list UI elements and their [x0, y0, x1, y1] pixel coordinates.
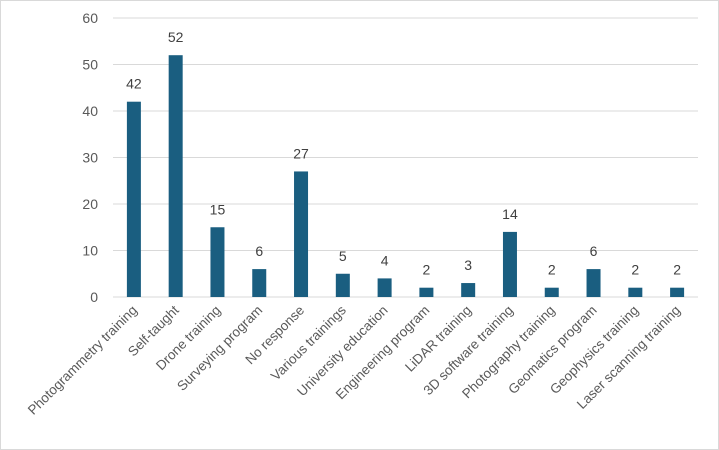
data-label-9: 3: [464, 257, 472, 273]
data-label-7: 4: [381, 252, 389, 268]
x-tick-label-6: Various trainings: [268, 302, 349, 383]
bar-11: [544, 287, 559, 297]
data-label-5: 27: [293, 145, 309, 161]
y-axis: 0 10 20 30 40 50 60: [82, 10, 98, 305]
data-label-4: 6: [255, 243, 263, 259]
y-tick-label-0: 0: [90, 289, 98, 305]
bar-4: [252, 269, 267, 297]
data-label-6: 5: [339, 248, 347, 264]
data-label-3: 15: [210, 201, 226, 217]
data-label-11: 2: [548, 262, 556, 278]
bars: [126, 55, 685, 298]
y-tick-label-60: 60: [82, 10, 98, 26]
bar-5: [294, 171, 309, 297]
bar-2: [168, 55, 183, 298]
bar-7: [377, 278, 392, 297]
data-label-14: 2: [673, 262, 681, 278]
bar-12: [586, 269, 601, 297]
y-tick-label-10: 10: [82, 243, 98, 259]
data-label-10: 14: [502, 206, 518, 222]
y-tick-label-40: 40: [82, 103, 98, 119]
bar-8: [419, 287, 434, 297]
bar-1: [126, 101, 141, 297]
data-label-13: 2: [631, 262, 639, 278]
y-tick-label-30: 30: [82, 150, 98, 166]
data-label-12: 6: [590, 243, 598, 259]
bar-13: [628, 287, 643, 297]
data-label-8: 2: [422, 262, 430, 278]
bar-14: [670, 287, 685, 297]
data-label-2: 52: [168, 29, 184, 45]
x-tick-label-1: Photogrammetry training: [25, 303, 140, 418]
bar-10: [502, 231, 517, 297]
y-tick-label-50: 50: [82, 57, 98, 73]
gridlines: [113, 17, 698, 298]
bar-6: [335, 273, 350, 297]
bar-9: [461, 283, 476, 297]
bar-3: [210, 227, 225, 297]
data-label-1: 42: [126, 76, 142, 92]
x-axis: Photogrammetry trainingSelf-taughtDrone …: [25, 302, 683, 417]
y-tick-label-20: 20: [82, 196, 98, 212]
